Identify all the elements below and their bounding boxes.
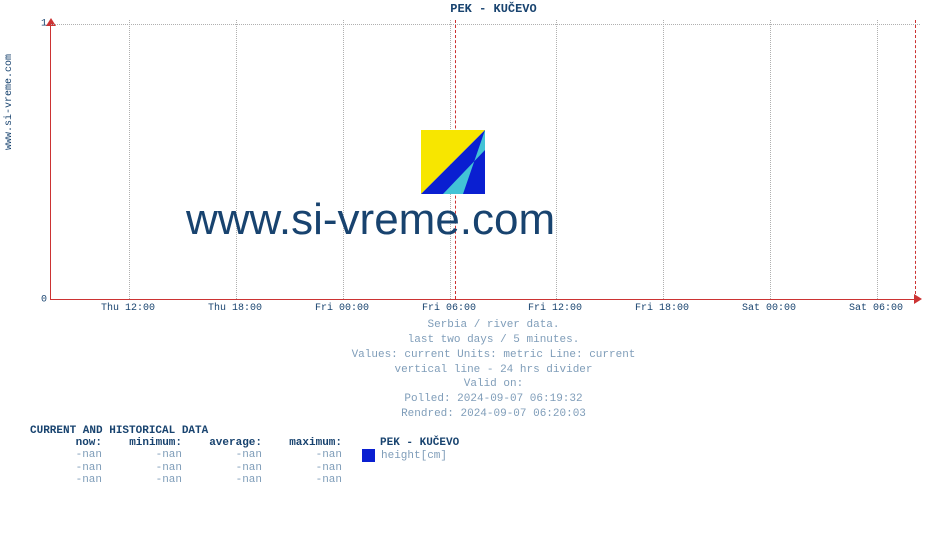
x-tick: Fri 06:00 <box>422 303 476 314</box>
gridline-v <box>343 20 344 299</box>
info-line: Serbia / river data. <box>50 318 937 333</box>
cell: -nan <box>190 474 270 486</box>
gridline-v <box>556 20 557 299</box>
data-table: CURRENT AND HISTORICAL DATA now: minimum… <box>30 425 459 486</box>
info-line: Polled: 2024-09-07 06:19:32 <box>50 392 937 407</box>
col-header: minimum: <box>110 437 190 449</box>
table-row: -nan -nan -nan -nan height[cm] <box>30 449 459 462</box>
info-line: Values: current Units: metric Line: curr… <box>50 348 937 363</box>
legend-swatch-icon <box>362 449 375 462</box>
gridline-v <box>236 20 237 299</box>
gridline-v <box>129 20 130 299</box>
cell: -nan <box>110 474 190 486</box>
gridline-v <box>877 20 878 299</box>
col-header: average: <box>190 437 270 449</box>
table-title: CURRENT AND HISTORICAL DATA <box>30 425 459 437</box>
info-line: Rendred: 2024-09-07 06:20:03 <box>50 407 937 422</box>
cell: -nan <box>190 449 270 462</box>
info-line: Valid on: <box>50 377 937 392</box>
table-row: -nan -nan -nan -nan <box>30 462 459 474</box>
cell: -nan <box>270 449 350 462</box>
cell: -nan <box>190 462 270 474</box>
col-header: maximum: <box>270 437 350 449</box>
gridline-v <box>663 20 664 299</box>
chart-container: www.si-vreme.com PEK - KUČEVO 0 1 www.si… <box>0 0 947 536</box>
plot-area: www.si-vreme.com <box>50 20 920 300</box>
cell: -nan <box>110 449 190 462</box>
cell: -nan <box>110 462 190 474</box>
legend-label: height[cm] <box>381 450 447 462</box>
cell: -nan <box>30 449 110 462</box>
watermark-logo-icon <box>421 130 485 194</box>
x-tick: Fri 18:00 <box>635 303 689 314</box>
info-block: Serbia / river data. last two days / 5 m… <box>50 318 937 422</box>
x-tick: Fri 00:00 <box>315 303 369 314</box>
info-line: vertical line - 24 hrs divider <box>50 363 937 378</box>
x-tick: Sat 00:00 <box>742 303 796 314</box>
cell: -nan <box>270 474 350 486</box>
info-line: last two days / 5 minutes. <box>50 333 937 348</box>
chart-title: PEK - KUČEVO <box>50 2 937 16</box>
y-tick-0: 0 <box>35 295 47 306</box>
gridline-v <box>770 20 771 299</box>
x-tick: Thu 12:00 <box>101 303 155 314</box>
table-header-row: now: minimum: average: maximum: PEK - KU… <box>30 437 459 449</box>
side-url-label: www.si-vreme.com <box>4 54 15 150</box>
gridline-h <box>51 24 920 25</box>
x-tick: Fri 12:00 <box>528 303 582 314</box>
x-tick: Thu 18:00 <box>208 303 262 314</box>
cell: -nan <box>30 462 110 474</box>
table-row: -nan -nan -nan -nan <box>30 474 459 486</box>
x-tick: Sat 06:00 <box>849 303 903 314</box>
legend-item: height[cm] <box>350 449 447 462</box>
series-title: PEK - KUČEVO <box>350 437 459 449</box>
end-marker <box>915 20 916 299</box>
col-header: now: <box>30 437 110 449</box>
cell: -nan <box>270 462 350 474</box>
cell: -nan <box>30 474 110 486</box>
watermark-text: www.si-vreme.com <box>186 195 555 245</box>
